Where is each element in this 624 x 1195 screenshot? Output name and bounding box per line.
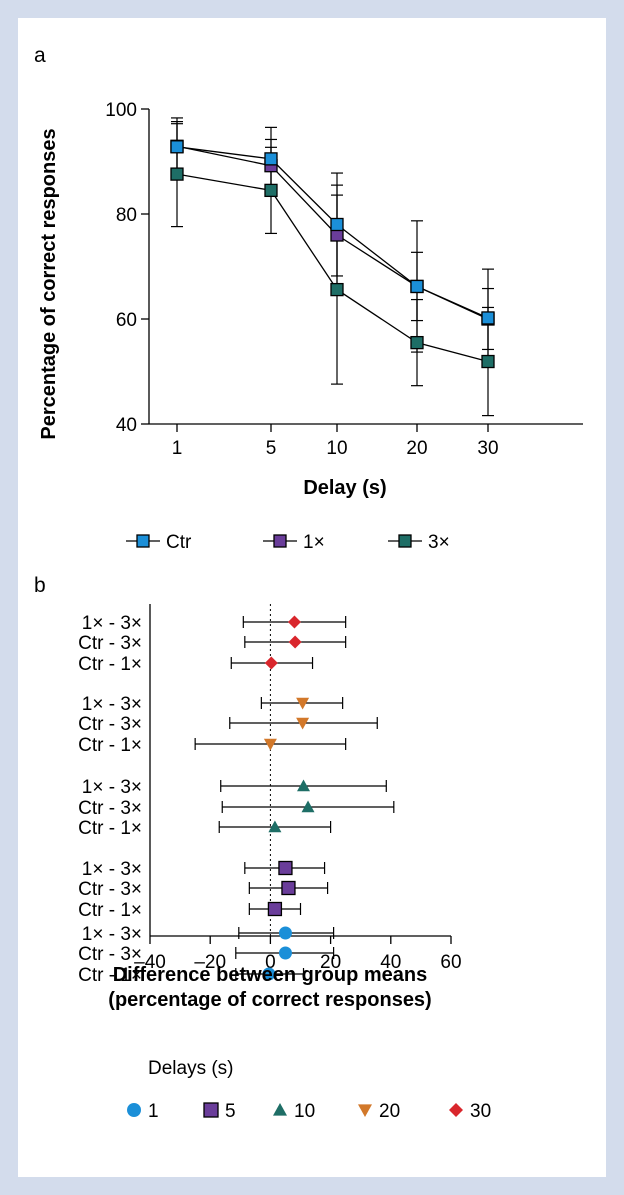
- x-tick-label: 10: [326, 438, 347, 459]
- y-tick-label: 80: [116, 205, 137, 226]
- legend-label: Ctr: [166, 532, 192, 553]
- mean-marker: [263, 738, 277, 751]
- legend-marker: [136, 534, 150, 548]
- panel-a-letter: a: [34, 44, 46, 67]
- row-label: Ctr - 3×: [78, 714, 142, 735]
- group-delay-5: 1× - 3×Ctr - 3×Ctr - 1×: [78, 859, 329, 921]
- row-label: Ctr - 1×: [78, 818, 142, 839]
- group-delay-1: 1× - 3×Ctr - 3×Ctr - 1×: [78, 924, 335, 986]
- row-label: Ctr - 1×: [78, 654, 142, 675]
- data-point: [330, 217, 344, 232]
- panel-b-legend-title: Delays (s): [148, 1058, 234, 1079]
- legend-label: 3×: [428, 532, 450, 553]
- x-tick-label: 20: [406, 438, 427, 459]
- data-point: [264, 152, 278, 166]
- row-label: Ctr - 1×: [78, 965, 142, 986]
- panel-b-x-axis-label-line2: (percentage of correct responses): [108, 989, 431, 1011]
- panel-b-x-axis-label: Difference between group means: [113, 964, 428, 986]
- panel-a-x-axis-label: Delay (s): [303, 477, 386, 499]
- x-tick-label: –40: [134, 952, 166, 973]
- panel-a: a Percentage of correct responses Delay …: [34, 44, 583, 553]
- x-tick-label: 0: [265, 952, 276, 973]
- legend-marker-10: [273, 1103, 287, 1116]
- legend-marker-5: [203, 1102, 219, 1118]
- data-point: [264, 183, 278, 198]
- panel-a-series: [170, 117, 495, 417]
- mean-marker: [278, 860, 293, 876]
- row-label: Ctr - 3×: [78, 633, 142, 654]
- panel-b-letter: b: [34, 574, 46, 597]
- x-tick-label: 20: [320, 952, 341, 973]
- legend-marker: [398, 534, 412, 548]
- y-tick-label: 60: [116, 310, 137, 331]
- data-point: [330, 282, 344, 297]
- data-point: [410, 335, 424, 350]
- legend-label: 1×: [303, 532, 325, 553]
- series-2: [171, 120, 494, 417]
- x-tick-label: 1: [172, 438, 183, 459]
- mean-marker: [296, 717, 310, 730]
- data-point: [481, 311, 495, 325]
- panel-b: b –40 –20 0 20 40 60 1× - 3×Ctr - 3×Ctr - 1×1…: [34, 574, 491, 1122]
- legend-marker-30: [449, 1103, 463, 1117]
- legend-label: 10: [294, 1101, 315, 1122]
- mean-marker: [301, 800, 315, 813]
- mean-marker: [267, 901, 283, 917]
- y-tick-label: 40: [116, 415, 137, 436]
- group-delay-20: 1× - 3×Ctr - 3×Ctr - 1×: [78, 694, 378, 756]
- mean-marker: [288, 635, 302, 649]
- series-line: [176, 173, 489, 363]
- row-label: Ctr - 3×: [78, 879, 142, 900]
- data-point: [170, 140, 184, 154]
- row-label: 1× - 3×: [82, 777, 142, 798]
- legend-label: 20: [379, 1101, 400, 1122]
- mean-marker: [287, 615, 301, 629]
- row-label: 1× - 3×: [82, 613, 142, 634]
- row-label: Ctr - 1×: [78, 735, 142, 756]
- group-delay-10: 1× - 3×Ctr - 3×Ctr - 1×: [78, 777, 395, 839]
- panel-b-rows: 1× - 3×Ctr - 3×Ctr - 1×1× - 3×Ctr - 3×Ct…: [78, 613, 395, 986]
- figure-panel: a Percentage of correct responses Delay …: [18, 18, 606, 1177]
- panel-a-y-axis-label: Percentage of correct responses: [38, 128, 60, 439]
- group-delay-30: 1× - 3×Ctr - 3×Ctr - 1×: [78, 613, 347, 675]
- x-tick-label: 5: [266, 438, 277, 459]
- mean-marker: [296, 697, 310, 710]
- mean-marker: [278, 926, 292, 940]
- figure-svg: a Percentage of correct responses Delay …: [34, 44, 583, 1122]
- legend-label: 5: [225, 1101, 236, 1122]
- x-tick-label: –20: [194, 952, 226, 973]
- panel-a-legend: Ctr 1× 3×: [126, 532, 450, 553]
- data-point: [481, 354, 495, 369]
- legend-label: 30: [470, 1101, 491, 1122]
- x-tick-label: 60: [440, 952, 461, 973]
- data-point: [410, 279, 424, 294]
- legend-marker-20: [358, 1104, 372, 1117]
- panel-b-legend: 1 5 10 20 30: [127, 1101, 491, 1122]
- legend-label: 1: [148, 1101, 159, 1122]
- y-tick-label: 100: [105, 100, 137, 121]
- panel-b-axes: –40 –20 0 20 40 60: [134, 604, 462, 973]
- row-label: Ctr - 1×: [78, 900, 142, 921]
- x-tick-label: 30: [477, 438, 498, 459]
- x-tick-label: 40: [380, 952, 401, 973]
- legend-marker-1: [127, 1103, 141, 1117]
- data-point: [170, 167, 184, 181]
- legend-marker: [273, 534, 287, 548]
- mean-marker: [262, 967, 276, 981]
- mean-marker: [278, 946, 292, 960]
- row-label: Ctr - 3×: [78, 944, 142, 965]
- row-label: Ctr - 3×: [78, 798, 142, 819]
- mean-marker: [297, 779, 311, 792]
- row-label: 1× - 3×: [82, 924, 142, 945]
- mean-marker: [268, 820, 282, 833]
- row-label: 1× - 3×: [82, 694, 142, 715]
- panel-a-axes: 40 60 80 100 1 5 10 20 30: [105, 100, 583, 459]
- mean-marker: [281, 880, 296, 896]
- row-label: 1× - 3×: [82, 859, 142, 880]
- mean-marker: [264, 656, 278, 670]
